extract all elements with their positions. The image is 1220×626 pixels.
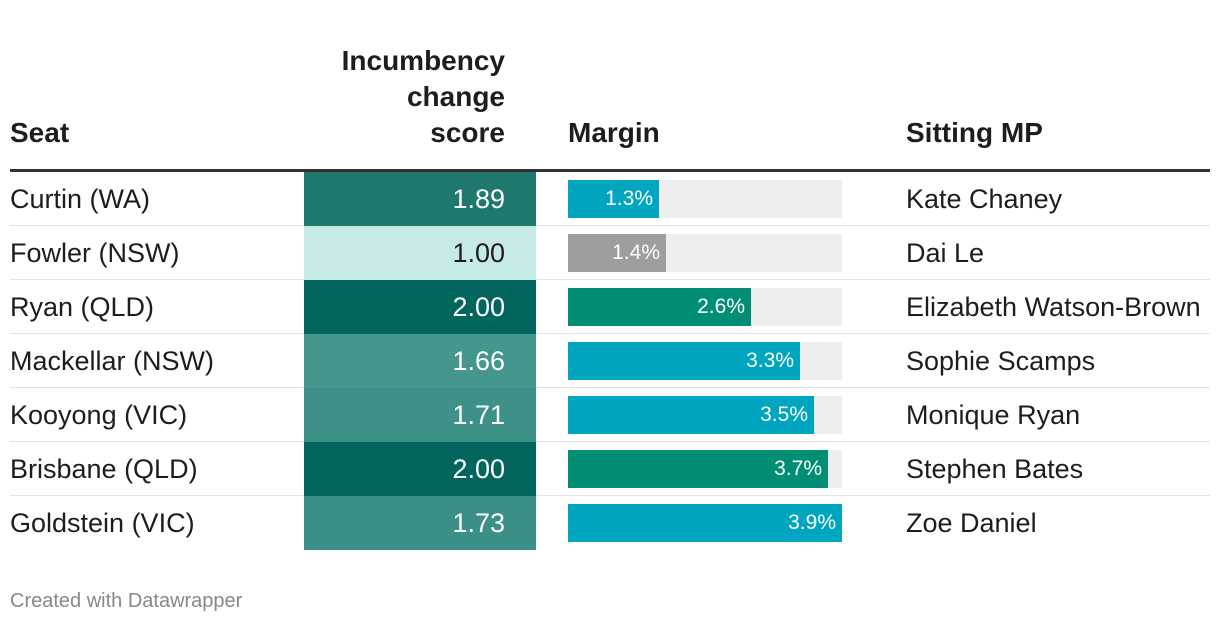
- margin-bar: 1.3%: [568, 180, 659, 218]
- score-cell: 2.00: [304, 442, 536, 496]
- margin-bar: 3.3%: [568, 342, 800, 380]
- score-cell: 1.66: [304, 334, 536, 388]
- sitting-mp-cell: Kate Chaney: [906, 184, 1063, 214]
- margin-label: 3.7%: [774, 457, 822, 480]
- sitting-mp-cell: Stephen Bates: [906, 454, 1084, 484]
- sitting-mp-cell: Elizabeth Watson-Brown: [906, 292, 1201, 322]
- seat-cell: Kooyong (VIC): [10, 400, 188, 430]
- header-sitting-mp: Sitting MP: [906, 117, 1043, 148]
- seat-cell: Goldstein (VIC): [10, 508, 195, 538]
- table-row: Curtin (WA) 1.89 1.3% Kate Chaney: [10, 172, 1210, 226]
- header-score-line3: score: [430, 117, 505, 148]
- margin-label: 1.3%: [605, 187, 653, 210]
- table-row: Goldstein (VIC) 1.73 3.9% Zoe Daniel: [10, 496, 1210, 550]
- sitting-mp-cell: Sophie Scamps: [906, 346, 1096, 376]
- score-cell: 1.73: [304, 496, 536, 550]
- score-cell: 1.89: [304, 172, 536, 226]
- margin-label: 3.3%: [746, 349, 794, 372]
- table-row: Kooyong (VIC) 1.71 3.5% Monique Ryan: [10, 388, 1210, 442]
- seat-cell: Mackellar (NSW): [10, 346, 215, 376]
- sitting-mp-cell: Dai Le: [906, 238, 985, 268]
- table-row: Ryan (QLD) 2.00 2.6% Elizabeth Watson-Brown: [10, 280, 1210, 334]
- footer-credit: Created with Datawrapper: [10, 590, 243, 612]
- margin-bar-track: 3.3%: [568, 342, 842, 380]
- margin-bar: 3.5%: [568, 396, 814, 434]
- margin-bar-track: 3.7%: [568, 450, 842, 488]
- table-row: Fowler (NSW) 1.00 1.4% Dai Le: [10, 226, 1210, 280]
- header-seat: Seat: [10, 117, 70, 148]
- margin-bar-track: 1.4%: [568, 234, 842, 272]
- margin-label: 3.9%: [788, 511, 836, 534]
- margin-bar-track: 3.9%: [568, 504, 842, 542]
- table-row: Brisbane (QLD) 2.00 3.7% Stephen Bates: [10, 442, 1210, 496]
- margin-bar-track: 2.6%: [568, 288, 842, 326]
- margin-bar: 2.6%: [568, 288, 751, 326]
- sitting-mp-cell: Monique Ryan: [906, 400, 1081, 430]
- margin-label: 2.6%: [697, 295, 745, 318]
- header-score-line2: change: [406, 81, 505, 112]
- margin-bar: 1.4%: [568, 234, 666, 272]
- table-row: Mackellar (NSW) 1.66 3.3% Sophie Scamps: [10, 334, 1210, 388]
- seat-cell: Fowler (NSW): [10, 238, 180, 268]
- margin-bar-track: 1.3%: [568, 180, 842, 218]
- seat-cell: Ryan (QLD): [10, 292, 155, 322]
- margin-label: 3.5%: [760, 403, 808, 426]
- seat-cell: Brisbane (QLD): [10, 454, 198, 484]
- sitting-mp-cell: Zoe Daniel: [906, 508, 1037, 538]
- score-cell: 1.00: [304, 226, 536, 280]
- header-incumbency-score: Incumbency change score: [304, 43, 505, 151]
- score-cell: 2.00: [304, 280, 536, 334]
- header-score-line1: Incumbency: [341, 45, 505, 76]
- margin-bar-track: 3.5%: [568, 396, 842, 434]
- data-table: Seat Incumbency change score Margin Sitt…: [10, 0, 1210, 550]
- margin-bar: 3.9%: [568, 504, 842, 542]
- header-margin: Margin: [568, 117, 660, 148]
- table-header: Seat Incumbency change score Margin Sitt…: [10, 0, 1210, 172]
- table-body: Curtin (WA) 1.89 1.3% Kate Chaney Fowler (NS…: [10, 172, 1210, 550]
- margin-label: 1.4%: [612, 241, 660, 264]
- score-cell: 1.71: [304, 388, 536, 442]
- margin-bar: 3.7%: [568, 450, 828, 488]
- seat-cell: Curtin (WA): [10, 184, 150, 214]
